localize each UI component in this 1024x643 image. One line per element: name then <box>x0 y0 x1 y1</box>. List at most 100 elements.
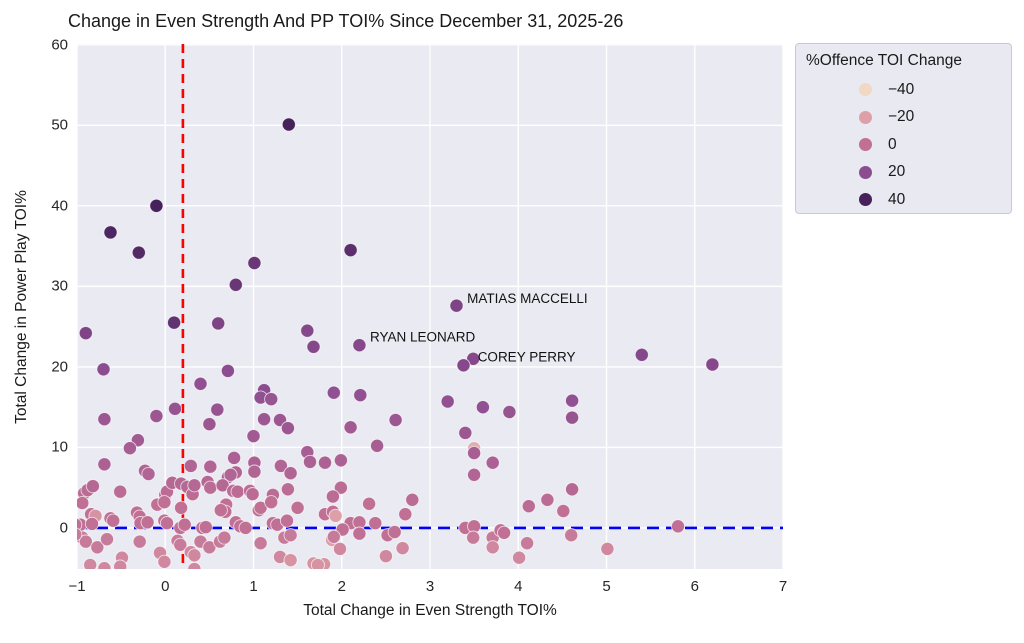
scatter-point <box>343 243 358 258</box>
scatter-point <box>300 323 315 338</box>
scatter-point <box>467 445 482 461</box>
scatter-point <box>456 358 471 373</box>
scatter-point <box>122 441 137 456</box>
scatter-point <box>173 537 188 552</box>
scatter-point <box>279 513 295 528</box>
scatter-point <box>140 515 155 530</box>
scatter-point <box>388 412 403 428</box>
y-tick-label: 60 <box>51 36 68 54</box>
y-tick-label: 50 <box>51 116 68 134</box>
player-annotation: COREY PERRY <box>478 350 576 365</box>
scatter-point <box>283 553 298 568</box>
scatter-point <box>328 508 343 523</box>
legend-entry: −20 <box>806 104 1001 132</box>
scatter-point <box>220 363 235 378</box>
scatter-point <box>466 530 481 545</box>
scatter-point <box>247 255 262 271</box>
scatter-point <box>96 362 111 377</box>
scatter-point <box>343 420 358 435</box>
scatter-point <box>193 376 208 391</box>
scatter-point <box>600 541 615 556</box>
scatter-point <box>502 404 517 420</box>
scatter-point <box>223 467 238 482</box>
legend-title: %Offence TOI Change <box>806 52 962 69</box>
scatter-point <box>132 534 147 549</box>
scatter-point <box>83 557 98 569</box>
scatter-point <box>99 532 115 547</box>
scatter-point <box>387 524 402 540</box>
scatter-point <box>77 495 90 511</box>
x-axis-label: Total Change in Even Strength TOI% <box>303 602 557 619</box>
scatter-point <box>85 479 100 494</box>
scatter-point <box>230 484 245 499</box>
y-tick-label: 40 <box>51 197 68 215</box>
legend-marker-icon <box>859 83 872 97</box>
scatter-point <box>149 198 164 213</box>
scatter-point <box>257 412 272 427</box>
scatter-point <box>141 466 156 482</box>
x-tick-label: 4 <box>514 578 523 595</box>
scatter-point <box>210 402 225 417</box>
scatter-point <box>283 528 298 543</box>
scatter-point <box>264 392 279 407</box>
x-tick-label: 1 <box>249 578 258 595</box>
scatter-point <box>113 559 128 569</box>
scatter-point <box>246 429 261 444</box>
scatter-point <box>290 500 305 515</box>
scatter-point <box>326 385 341 400</box>
y-axis-label: Total Change in Power Play TOI% <box>13 190 30 424</box>
scatter-point <box>227 450 242 465</box>
scatter-point <box>157 554 172 569</box>
scatter-point <box>106 513 121 528</box>
scatter-point <box>565 393 580 408</box>
scatter-point <box>84 516 100 531</box>
legend-marker-icon <box>859 165 872 179</box>
x-tick-label: 3 <box>425 578 435 595</box>
scatter-point <box>395 541 410 556</box>
scatter-point <box>466 351 481 366</box>
scatter-point <box>157 495 172 510</box>
scatter-point <box>245 487 260 502</box>
scatter-point <box>131 245 146 260</box>
legend-marker-icon <box>859 110 872 124</box>
scatter-point <box>280 421 295 436</box>
scatter-point <box>167 401 183 416</box>
scatter-point <box>565 410 580 425</box>
scatter-point <box>97 412 112 427</box>
scatter-point <box>177 517 192 532</box>
scatter-point <box>273 458 288 473</box>
scatter-point <box>187 478 202 493</box>
player-annotation: RYAN LEONARD <box>370 329 476 344</box>
legend-entry: 40 <box>806 186 1001 214</box>
scatter-point <box>306 339 321 354</box>
scatter-point <box>187 548 202 563</box>
scatter-point <box>310 557 325 569</box>
x-tick-label: 7 <box>778 578 788 595</box>
legend: %Offence TOI Change −40 −20 0 20 40 <box>795 43 1012 214</box>
scatter-point <box>78 534 93 549</box>
x-tick-label: 0 <box>161 578 170 595</box>
scatter-point <box>352 526 367 541</box>
scatter-point <box>77 527 83 542</box>
scatter-point <box>159 516 175 531</box>
scatter-point <box>281 117 296 132</box>
scatter-point <box>485 540 500 555</box>
scatter-point <box>521 499 536 514</box>
scatter-point <box>183 458 198 473</box>
scatter-point <box>540 492 555 507</box>
scatter-point <box>187 561 202 569</box>
x-tick-label: −1 <box>68 578 86 595</box>
player-annotation: MATIAS MACCELLI <box>467 291 588 306</box>
legend-entry: 20 <box>806 159 1001 187</box>
scatter-point <box>378 549 393 564</box>
scatter-point <box>353 388 368 403</box>
scatter-point <box>103 225 118 240</box>
x-tick-label: 2 <box>337 578 346 595</box>
legend-entry: −40 <box>806 76 1001 104</box>
y-tick-label: 0 <box>59 519 68 537</box>
scatter-point <box>326 529 341 544</box>
chart-title: Change in Even Strength And PP TOI% Sinc… <box>68 11 624 31</box>
scatter-point <box>333 480 348 495</box>
scatter-point <box>564 528 579 543</box>
scatter-point <box>97 457 112 472</box>
